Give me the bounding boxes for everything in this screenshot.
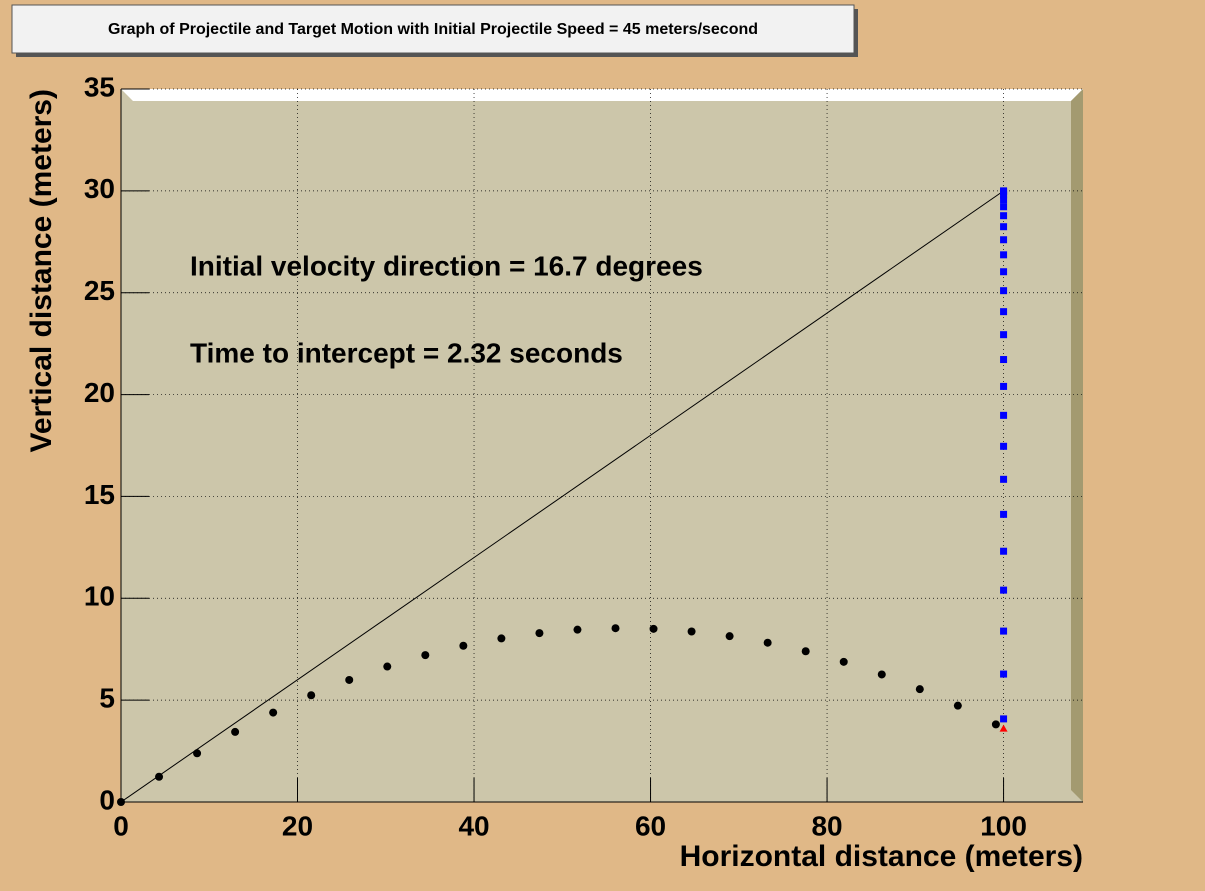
y-tick-label: 30 xyxy=(84,173,115,204)
y-axis-title: Vertical distance (meters) xyxy=(25,89,58,453)
intercept-point xyxy=(999,724,1008,732)
target-point xyxy=(1000,196,1008,204)
target-point xyxy=(1000,715,1008,723)
chart-title: Graph of Projectile and Target Motion wi… xyxy=(108,21,758,38)
title-box xyxy=(11,4,855,54)
y-tick-label: 35 xyxy=(84,71,115,102)
target-point xyxy=(1000,475,1008,483)
x-axis-title: Horizontal distance (meters) xyxy=(680,840,1083,873)
projectile-point xyxy=(535,629,544,638)
target-point xyxy=(1000,670,1008,678)
projectile-point xyxy=(801,647,810,656)
x-tick-label: 0 xyxy=(113,810,129,841)
target-point xyxy=(1000,212,1008,220)
projectile-point xyxy=(269,708,278,717)
projectile-point xyxy=(193,749,202,758)
projectile-point xyxy=(155,772,164,781)
projectile-point xyxy=(383,662,392,671)
target-point xyxy=(1000,287,1008,295)
annotation: Time to intercept = 2.32 seconds xyxy=(190,337,623,368)
projectile-point xyxy=(725,632,734,641)
line-of-sight xyxy=(120,190,1004,803)
projectile-point xyxy=(231,727,240,736)
projectile-point xyxy=(649,624,658,633)
target-point xyxy=(1000,331,1008,339)
target-point xyxy=(1000,191,1008,199)
target-point xyxy=(1000,308,1008,316)
projectile-point xyxy=(687,627,696,636)
y-tick-label: 20 xyxy=(84,377,115,408)
x-tick-label: 80 xyxy=(811,810,842,841)
projectile-point xyxy=(345,675,354,684)
target-point xyxy=(1000,268,1008,276)
projectile-point xyxy=(839,657,848,666)
target-point xyxy=(1000,547,1008,555)
frame-shadow xyxy=(1071,89,1083,802)
x-tick-label: 40 xyxy=(458,810,489,841)
projectile-point xyxy=(877,670,886,679)
target-point xyxy=(1000,442,1008,450)
projectile-point xyxy=(459,641,468,650)
y-tick-label: 25 xyxy=(84,275,115,306)
projectile-point xyxy=(307,691,316,700)
projectile-point xyxy=(763,638,772,647)
projectile-point xyxy=(915,685,924,694)
plot-frame xyxy=(121,89,1083,802)
target-point xyxy=(1000,627,1008,635)
projectile-point xyxy=(117,798,125,806)
target-point xyxy=(1000,510,1008,518)
target-point xyxy=(1000,356,1008,364)
annotation: Initial velocity direction = 16.7 degree… xyxy=(190,250,703,281)
target-point xyxy=(1000,411,1008,419)
y-tick-label: 15 xyxy=(84,479,115,510)
projectile-point xyxy=(497,634,506,643)
projectile-point xyxy=(991,720,1000,729)
x-tick-label: 20 xyxy=(282,810,313,841)
projectile-point xyxy=(611,624,620,633)
target-point xyxy=(1000,382,1008,390)
x-tick-label: 60 xyxy=(635,810,666,841)
y-tick-label: 10 xyxy=(84,581,115,612)
target-point xyxy=(1000,586,1008,594)
target-point xyxy=(1000,236,1008,244)
x-tick-label: 100 xyxy=(980,810,1027,841)
projectile-point xyxy=(953,701,962,710)
target-point xyxy=(1000,223,1008,231)
projectile-point xyxy=(421,651,430,660)
target-point xyxy=(1000,203,1008,211)
frame-highlight xyxy=(121,89,1083,101)
projectile-point xyxy=(573,625,582,634)
y-tick-label: 0 xyxy=(99,784,115,815)
target-point xyxy=(1000,251,1008,259)
y-tick-label: 5 xyxy=(99,683,115,714)
